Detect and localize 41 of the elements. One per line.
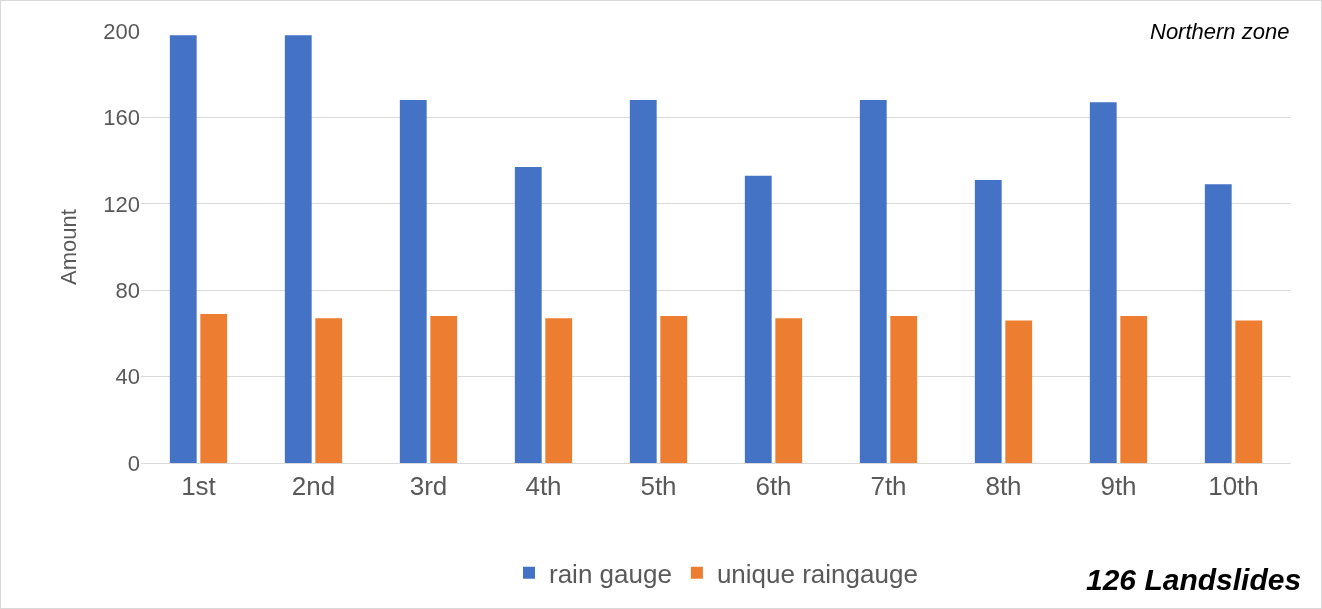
bar [1089,102,1117,463]
y-tick-label: 160 [103,105,140,131]
bar [629,100,657,463]
bar [1204,184,1232,463]
x-tick-label: 9th [1100,471,1137,502]
bar [430,316,458,463]
x-tick-label: 6th [755,471,792,502]
bar [660,316,688,463]
bar [545,318,573,463]
bar [315,318,343,463]
annotation: Northern zone [1150,19,1290,44]
bar [859,100,887,463]
x-tick-label: 1st [181,471,217,502]
bar [974,180,1002,463]
x-tick-label: 7th [870,471,907,502]
bar [890,316,918,463]
bar [744,175,772,463]
bar [284,35,312,463]
x-tick-label: 4th [525,471,562,502]
x-tick-label: 8th [985,471,1022,502]
bar [169,35,197,463]
bar [1005,320,1033,463]
x-tick-label: 3rd [409,471,448,502]
legend-label: rain gauge [549,558,672,589]
y-tick-label: 200 [103,18,140,44]
bar [514,167,542,463]
x-tick-label: 5th [640,471,677,502]
bar [1120,316,1148,463]
y-tick-label: 80 [115,277,140,303]
bar [1235,320,1263,463]
bar [775,318,803,463]
bar [200,313,228,463]
x-tick-label: 10th [1208,471,1259,502]
y-tick-label: 40 [115,364,140,390]
y-tick-label: 0 [127,450,140,476]
y-axis-title: Amount [56,209,82,285]
legend-label: unique raingauge [716,558,918,589]
bar [399,100,427,463]
y-tick-label: 120 [103,191,140,217]
x-tick-label: 2nd [291,471,336,502]
text: 126 Landslides [1086,563,1302,596]
